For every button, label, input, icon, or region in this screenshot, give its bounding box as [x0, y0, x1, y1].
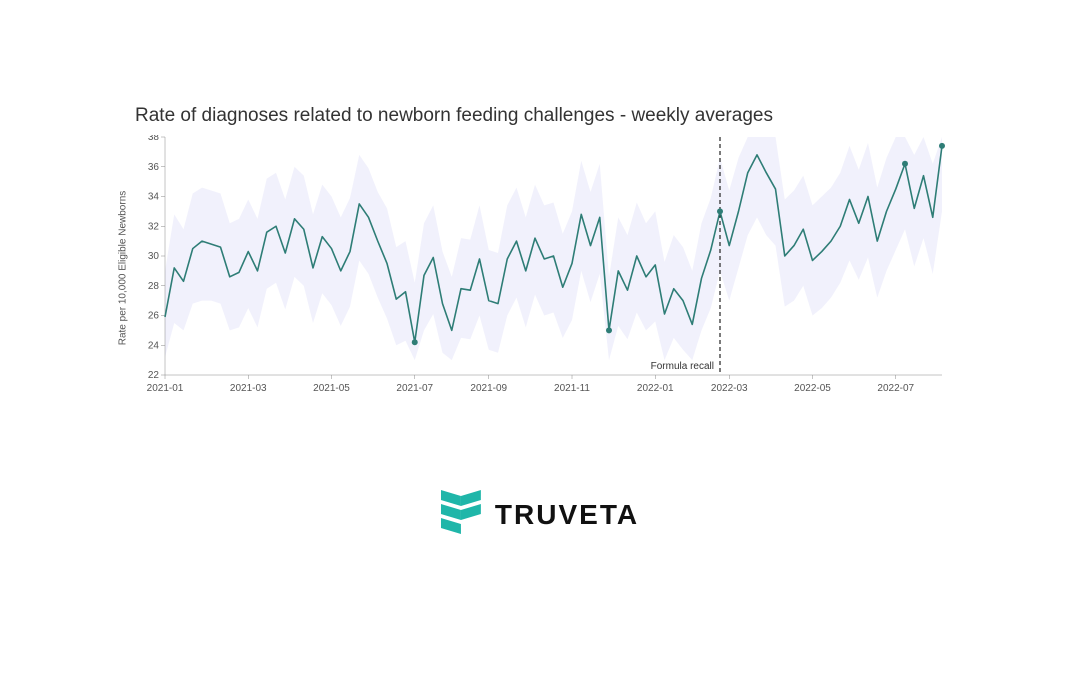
data-marker	[717, 208, 723, 214]
y-axis-label: Rate per 10,000 Eligible Newborns	[118, 190, 129, 345]
y-tick-label: 22	[148, 370, 160, 381]
brand-logo: TRUVETA	[441, 490, 639, 540]
y-tick-label: 28	[148, 281, 160, 292]
page-root: Rate of diagnoses related to newborn fee…	[0, 0, 1080, 675]
y-tick-label: 26	[148, 311, 160, 322]
data-marker	[412, 339, 418, 345]
chart-title: Rate of diagnoses related to newborn fee…	[135, 105, 950, 127]
x-tick-label: 2022-05	[794, 383, 831, 394]
x-tick-label: 2021-07	[396, 383, 433, 394]
y-tick-label: 36	[148, 162, 160, 173]
chart-svg: 22 24 26 28 30 32 34 36 38 2021-01 2021-03 2021-05 2…	[135, 135, 950, 400]
data-marker	[606, 327, 612, 333]
x-tick-label: 2021-05	[313, 383, 350, 394]
y-tick-label: 30	[148, 251, 160, 262]
logo-text: TRUVETA	[495, 499, 639, 531]
x-tick-label: 2021-09	[470, 383, 507, 394]
data-marker	[939, 143, 945, 149]
x-tick-label: 2021-11	[554, 383, 590, 394]
y-tick-label: 34	[148, 192, 160, 203]
chart-container: Rate of diagnoses related to newborn fee…	[135, 105, 950, 400]
recall-label: Formula recall	[651, 361, 714, 372]
y-tick-label: 32	[148, 221, 160, 232]
x-tick-label: 2021-01	[147, 383, 184, 394]
x-tick-label: 2021-03	[230, 383, 267, 394]
x-tick-label: 2022-07	[877, 383, 914, 394]
x-tick-label: 2022-03	[711, 383, 748, 394]
x-tick-label: 2022-01	[637, 383, 674, 394]
y-tick-label: 24	[148, 340, 160, 351]
plot-area: Rate per 10,000 Eligible Newborns 222426…	[135, 135, 950, 400]
data-marker	[902, 161, 908, 167]
y-tick-label: 38	[148, 135, 160, 143]
logo-mark-icon	[441, 490, 481, 540]
